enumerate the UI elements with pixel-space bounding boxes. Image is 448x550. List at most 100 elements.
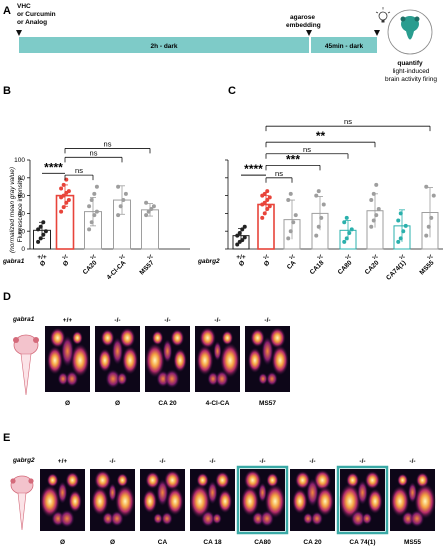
brain-activity-spot [59,509,75,528]
brain-activity-spot [100,329,115,347]
brain-activity-spot [65,370,79,387]
brain-activity-spot [116,372,128,386]
brain-activity-spot [61,335,74,367]
brain-activity-spot [72,330,83,345]
data-point [288,191,293,196]
brain-activity-spot [46,473,59,488]
brain-activity-spot [111,337,124,365]
data-point [116,184,121,189]
brain-activity-spot [269,327,286,349]
genotype-label: -/- [62,254,68,261]
brain-activity-spot [258,482,267,503]
data-point [321,202,326,207]
timeline-bar-2 [311,37,377,53]
brain-activity-spot [164,470,181,491]
brain-activity-spot [407,482,418,504]
data-point [376,206,381,211]
brain-activity-spot [119,327,136,349]
brain-activity-spot [260,510,274,527]
panel-d-larva-schematic [13,334,39,396]
image-treatment-label: MS55 [404,539,421,546]
sig-label: **** [244,162,263,176]
brain-activity-spot [367,488,383,514]
panel-d-letter: D [3,291,11,303]
image-treatment-label: Ø [60,539,65,546]
data-point [66,189,71,194]
data-point [240,238,245,243]
data-point [424,184,429,189]
data-point [64,200,69,205]
image-treatment-label: CA80 [254,539,271,546]
sig-label: **** [44,160,63,174]
y-axis-sublabel: (normalized mean gray value) [9,167,16,253]
data-point [260,215,265,220]
data-point [61,182,66,187]
brain-activity-spot [271,345,289,376]
data-point [89,198,94,203]
data-point [242,235,247,240]
treatment-label-1: VHC [17,3,31,10]
comparison-label: ns [303,145,311,154]
panel-b: B Fluorescence intensity (normalized mea… [2,85,190,281]
data-point [92,191,97,196]
category-label: CA80 [337,259,354,276]
data-point [94,184,99,189]
brain-activity-spot [390,485,410,517]
data-point [146,209,151,214]
genotype-label: -/- [345,254,351,261]
brain-activity-spot [361,512,373,525]
brain-activity-spot [145,342,165,378]
y-tick-label: 100 [14,157,25,164]
brain-activity-spot [161,511,173,526]
highlight-frame [236,465,289,535]
comparison-label: ns [75,166,83,175]
data-point [431,193,436,198]
quantify-label-2: light-induced [393,68,430,75]
data-point [92,213,97,218]
data-point [235,233,240,238]
data-point [237,230,242,235]
panel-c-bars: +/+Ø-/-Ø-/-CA-/-CA18-/-CA80-/-CA20-/-CA7… [225,117,443,282]
data-point [316,189,321,194]
light-bulb-icon [375,7,391,23]
image-treatment-label: CA [158,539,168,546]
comparison-label: ns [90,148,98,157]
data-point [36,227,41,232]
agarose-arrow-icon [306,30,312,36]
brain-activity-spot [70,343,90,377]
category-label: 4-Cl-CA [106,259,128,281]
timeline-bar-1 [19,37,309,53]
brain-activity-spot [350,510,366,528]
brain-activity-spot [170,329,185,347]
image-genotype-label: -/- [264,317,270,324]
genotype-label: -/- [119,254,125,261]
data-point [235,242,240,247]
brain-activity-spot [196,345,214,376]
image-treatment-label: Ø [65,400,70,407]
genotype-label: -/- [263,254,269,261]
data-point [59,186,64,191]
data-point [38,236,43,241]
brain-activity-spot [156,478,169,507]
data-point [265,206,270,211]
image-treatment-label: Ø [110,539,115,546]
image-genotype-label: +/+ [58,458,68,465]
brain-activity-spot [357,480,368,505]
data-point [347,230,352,235]
genotype-label: -/- [427,254,433,261]
image-treatment-label: 4-Cl-CA [206,400,230,407]
highlight-frame [336,465,389,535]
data-point [61,193,66,198]
data-point [369,224,374,229]
comparison-label: ns [344,117,352,126]
genotype-label: -/- [399,254,405,261]
data-point [314,193,319,198]
brain-activity-spot [261,336,274,366]
brain-activity-spot [207,480,218,505]
brain-activity-spot [201,510,215,527]
data-point [116,213,121,218]
category-label: CA18 [309,259,326,276]
quantify-label: quantify [397,60,423,67]
data-point [369,198,374,203]
panel-c-gene-label: gabrg2 [197,258,220,265]
